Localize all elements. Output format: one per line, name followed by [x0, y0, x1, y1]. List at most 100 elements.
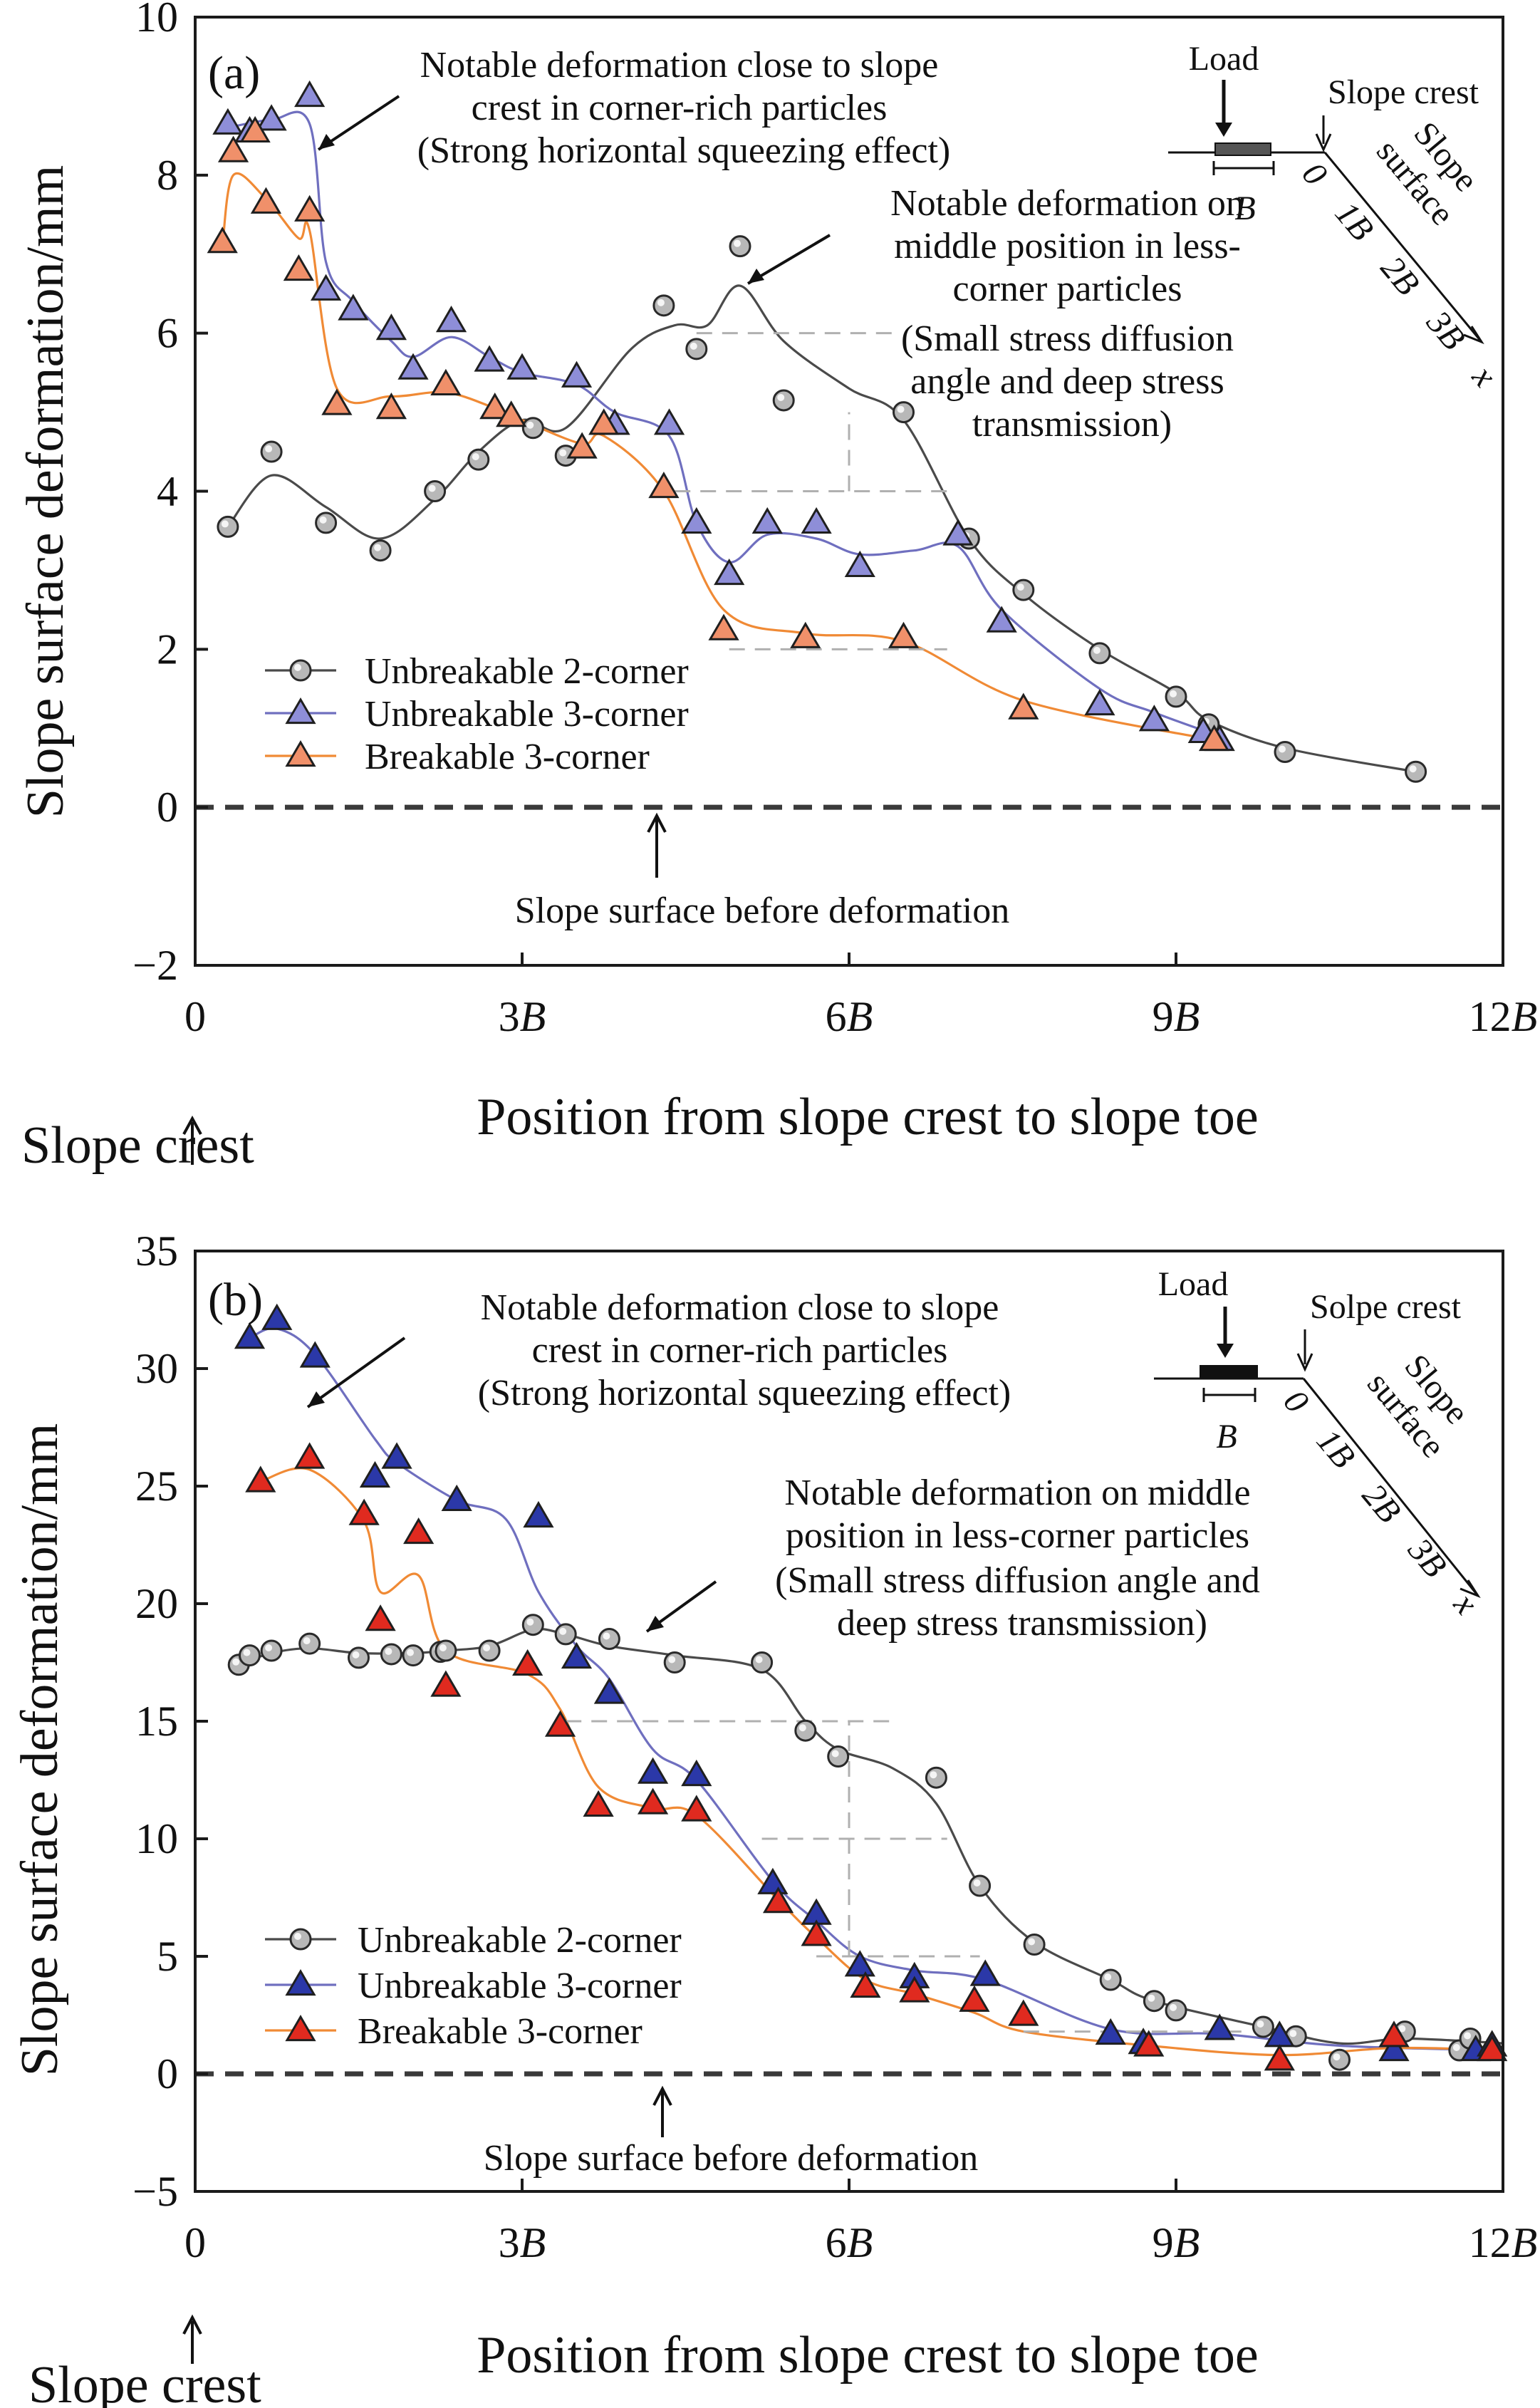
data-point-series-1: [593, 1677, 625, 1704]
data-point-series-0: [217, 515, 239, 538]
y-tick-label: 8: [157, 152, 178, 199]
data-point-series-2: [888, 621, 920, 648]
data-point-series-2: [1198, 724, 1230, 752]
panel-a-annotation-2-arrow: [746, 234, 831, 285]
data-point-series-2: [479, 393, 511, 420]
data-point-series-0: [239, 1644, 261, 1667]
data-point-series-2: [403, 1517, 435, 1545]
data-point-series-0: [1405, 760, 1427, 783]
data-point-series-1: [844, 1950, 875, 1977]
data-point-series-2: [637, 1787, 669, 1815]
data-point-series-1: [1204, 2013, 1235, 2040]
data-point-series-2: [496, 400, 527, 427]
data-point-series-0: [424, 480, 447, 502]
panel-a-inset-slope-line: [1323, 152, 1483, 343]
panel-b-legend: Unbreakable 2-corner Unbreakable 3-corne…: [265, 1920, 682, 2052]
panel-a-x-ticks: 0 3B 6B 9B 12B: [184, 953, 1537, 1040]
panel-a-inset-mark-1: 1B: [1328, 194, 1381, 248]
data-point-series-0: [1165, 1999, 1187, 2022]
data-point-series-0: [348, 1646, 370, 1669]
legend-marker: [289, 659, 312, 682]
panel-b-x-ticks: 0 3B 6B 9B 12B: [184, 2179, 1537, 2266]
panel-b-inset-slope-line: [1302, 1378, 1479, 1597]
x-tick-label: 0: [184, 993, 206, 1040]
data-point-series-2: [512, 1649, 543, 1676]
data-point-series-2: [790, 621, 821, 648]
data-point-series-1: [1138, 705, 1170, 732]
panel-b-annotation-1-arrowhead: [308, 1391, 325, 1407]
data-point-series-1: [261, 1303, 293, 1330]
panel-b-inset-mark-0: 0: [1276, 1383, 1316, 1420]
panel-a-inset-mark-0: 0: [1295, 155, 1335, 192]
data-point-series-1: [256, 104, 287, 131]
data-point-series-0: [685, 338, 708, 360]
data-point-series-1: [523, 1500, 554, 1528]
data-point-series-1: [1084, 688, 1115, 716]
panel-b-legend-2-corner: [265, 1928, 336, 1951]
x-tick-label: 12B: [1469, 2219, 1538, 2266]
panel-b-y-ticks: −5 0 5 10 15 20 25 30 35: [132, 1228, 208, 2215]
data-point-series-0: [435, 1639, 457, 1662]
panel-b-inset-slope-arrowhead: [1460, 1579, 1481, 1599]
data-point-series-2: [1378, 2020, 1410, 2048]
data-point-series-0: [1099, 1968, 1122, 1991]
y-tick-label: 2: [157, 626, 178, 673]
data-point-series-1: [435, 306, 467, 333]
data-point-series-0: [729, 235, 751, 258]
x-tick-label: 6B: [826, 993, 873, 1040]
x-tick-label: 0: [184, 2219, 206, 2266]
data-point-series-2: [1477, 2035, 1508, 2062]
panel-b-inset-mark-3: 3B: [1400, 1531, 1455, 1585]
data-point-series-1: [397, 353, 429, 380]
data-point-series-0: [298, 1632, 321, 1655]
data-point-series-2: [239, 115, 271, 143]
data-point-series-0: [521, 417, 544, 440]
data-point-series-0: [1023, 1934, 1046, 1956]
x-tick-label: 12B: [1469, 993, 1538, 1040]
y-tick-label: 5: [157, 1933, 178, 1980]
data-point-series-0: [369, 539, 392, 562]
panel-b-legend-label-breakable-3-corner: Breakable 3-corner: [358, 2011, 642, 2052]
data-point-series-2: [762, 1887, 794, 1914]
panel-b-annotation-2-arrowhead: [647, 1616, 664, 1631]
data-point-series-0: [315, 512, 338, 534]
data-point-series-2: [850, 1971, 881, 1998]
data-point-series-1: [561, 1641, 593, 1669]
panel-a-inset-mark-2: 2B: [1373, 249, 1427, 303]
data-point-series-2: [801, 1919, 832, 1946]
panel-a-inset-width-dim: [1212, 161, 1275, 175]
data-point-series-0: [1012, 578, 1035, 601]
data-point-series-0: [652, 294, 675, 317]
panel-a-crest-label: Slope crest: [21, 1116, 254, 1175]
panel-b-legend-label-2-corner: Unbreakable 2-corner: [358, 1920, 682, 1961]
panel-a-label: (a): [208, 47, 260, 99]
panel-b-annotation-1: Notable deformation close to slope crest…: [478, 1287, 1011, 1413]
panel-a-inset-crest-arrow: [1315, 115, 1332, 152]
panel-b-markers: [227, 1303, 1508, 2071]
data-point-series-0: [893, 401, 915, 424]
data-point-series-1: [294, 80, 326, 108]
data-point-series-0: [751, 1651, 774, 1673]
data-point-series-2: [1264, 2044, 1295, 2071]
data-point-series-0: [598, 1628, 620, 1650]
data-point-series-0: [1328, 2048, 1351, 2071]
data-point-series-0: [827, 1745, 850, 1768]
panel-b-inset-mark-2: 2B: [1355, 1477, 1408, 1530]
data-point-series-1: [561, 360, 593, 388]
data-point-series-1: [942, 519, 974, 546]
panel-a-inset-mark-3: 3B: [1419, 303, 1473, 358]
panel-a-inset-width: B: [1234, 190, 1255, 227]
data-point-series-2: [365, 1604, 396, 1631]
panel-b-baseline-arrow: [652, 2085, 672, 2137]
data-point-series-2: [283, 254, 314, 281]
y-tick-label: 30: [135, 1345, 178, 1392]
series-line-0: [227, 284, 1416, 773]
data-point-series-1: [338, 294, 369, 321]
data-point-series-2: [588, 408, 620, 435]
data-point-series-1: [375, 313, 407, 341]
panel-b-inset-load: Load: [1158, 1265, 1229, 1303]
data-point-series-0: [554, 445, 577, 467]
